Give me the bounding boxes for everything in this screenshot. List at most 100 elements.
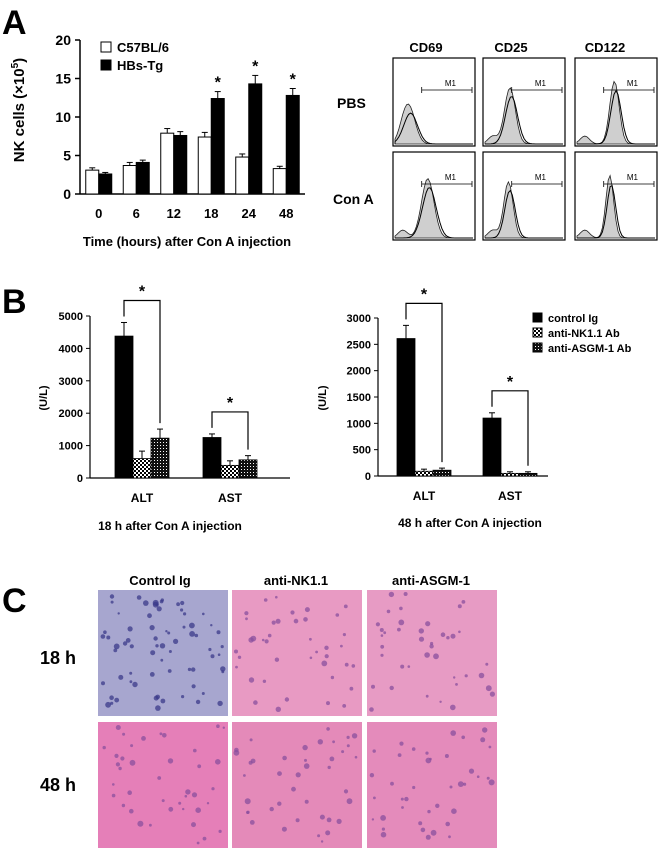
cell-nucleus [109, 695, 114, 700]
cell-nucleus [435, 803, 440, 808]
histogram-line [485, 189, 563, 239]
bar-anti-asgm1 [150, 437, 170, 479]
cell-nucleus [250, 635, 257, 642]
cell-nucleus [371, 684, 375, 689]
cell-nucleus [217, 653, 221, 656]
cell-nucleus [129, 759, 136, 766]
cell-nucleus [277, 801, 282, 806]
cell-nucleus [397, 753, 402, 757]
cell-nucleus [274, 657, 280, 662]
histo-col-anti-asgm1: anti-ASGM-1 [392, 573, 470, 588]
cell-nucleus [342, 704, 347, 708]
cell-nucleus [195, 699, 201, 705]
cell-nucleus [222, 726, 225, 729]
cell-nucleus [157, 776, 162, 780]
gate-label: M1 [627, 79, 639, 88]
cell-nucleus [400, 797, 404, 801]
cell-nucleus [309, 656, 313, 660]
cell-nucleus [425, 621, 431, 627]
cell-nucleus [418, 628, 424, 634]
cell-nucleus [291, 786, 296, 792]
bar-anti-nk11 [414, 470, 434, 477]
cell-nucleus [246, 810, 250, 814]
cell-nucleus [468, 768, 475, 774]
legend-label-c57bl6: C57BL/6 [117, 40, 169, 55]
cell-nucleus [114, 697, 120, 703]
bar-hbs-tg [173, 134, 188, 195]
cell-nucleus [429, 644, 434, 649]
cell-nucleus [173, 638, 179, 645]
cell-nucleus [243, 774, 246, 777]
cell-nucleus [375, 622, 380, 627]
cell-nucleus [159, 732, 163, 736]
flow-histograms: M1 M1 M1 M1 M1 M1 [392, 57, 658, 241]
bar-c57bl6 [235, 156, 250, 195]
cell-nucleus [319, 814, 325, 820]
x-tick-label: 24 [242, 206, 257, 221]
significance-star: * [290, 72, 297, 89]
cell-nucleus [449, 785, 453, 789]
cell-nucleus [245, 617, 248, 621]
cell-nucleus [457, 604, 462, 609]
cell-nucleus [120, 756, 125, 761]
histology-grid [98, 590, 497, 848]
cell-nucleus [302, 744, 308, 751]
cell-nucleus [117, 612, 120, 615]
cell-nucleus [132, 681, 138, 688]
bar-anti-asgm1 [432, 469, 452, 477]
cell-nucleus [380, 653, 384, 657]
cell-nucleus [464, 674, 468, 678]
cell-nucleus [346, 798, 353, 805]
cell-nucleus [121, 803, 126, 808]
legend-label-anti-nk11: anti-NK1.1 Ab [548, 328, 620, 340]
cell-nucleus [346, 735, 350, 740]
cell-nucleus [113, 643, 120, 650]
histogram-line [394, 112, 473, 145]
cell-nucleus [182, 625, 186, 629]
histology-image [232, 590, 362, 716]
bar-control-ig [396, 338, 416, 477]
cell-nucleus [167, 669, 172, 673]
cell-nucleus [111, 793, 116, 798]
cell-nucleus [451, 808, 457, 814]
histo-col-anti-nk11: anti-NK1.1 [264, 573, 328, 588]
cell-nucleus [269, 806, 274, 812]
cell-nucleus [444, 754, 449, 758]
cell-nucleus [262, 679, 267, 683]
cell-nucleus [202, 836, 207, 841]
cell-nucleus [275, 706, 281, 712]
cell-nucleus [461, 600, 466, 604]
x-tick-label: 0 [95, 206, 102, 221]
cell-nucleus [349, 686, 354, 691]
cell-nucleus [208, 647, 212, 652]
bar-c57bl6 [272, 168, 287, 195]
significance-star: * [421, 286, 428, 303]
y-tick-label: 20 [55, 32, 71, 48]
y-tick-label: 5000 [59, 311, 83, 323]
cell-nucleus [457, 781, 464, 787]
cell-nucleus [137, 820, 144, 827]
legend-swatch-hbs-tg [100, 59, 112, 71]
flow-col-cd25: CD25 [494, 40, 527, 55]
cell-nucleus [369, 773, 375, 778]
histology-image [98, 590, 228, 716]
cell-nucleus [159, 599, 164, 604]
legend-swatch-control-ig [532, 312, 543, 323]
cell-nucleus [369, 707, 374, 712]
cell-nucleus [480, 737, 486, 743]
cell-nucleus [325, 830, 331, 836]
cell-nucleus [304, 758, 307, 762]
panel-label-b: B [2, 283, 27, 321]
bar-c57bl6 [85, 169, 100, 195]
cell-nucleus [103, 630, 107, 634]
legend-swatch-c57bl6 [100, 41, 112, 53]
y-tick-label: 1000 [59, 441, 83, 453]
cell-nucleus [267, 633, 272, 638]
histogram-line [485, 96, 563, 145]
cell-nucleus [162, 733, 167, 738]
flow-col-cd122: CD122 [585, 40, 625, 55]
cell-nucleus [354, 755, 358, 759]
y-tick-label: 15 [55, 71, 71, 87]
cell-nucleus [211, 787, 215, 791]
cell-nucleus [440, 632, 446, 637]
